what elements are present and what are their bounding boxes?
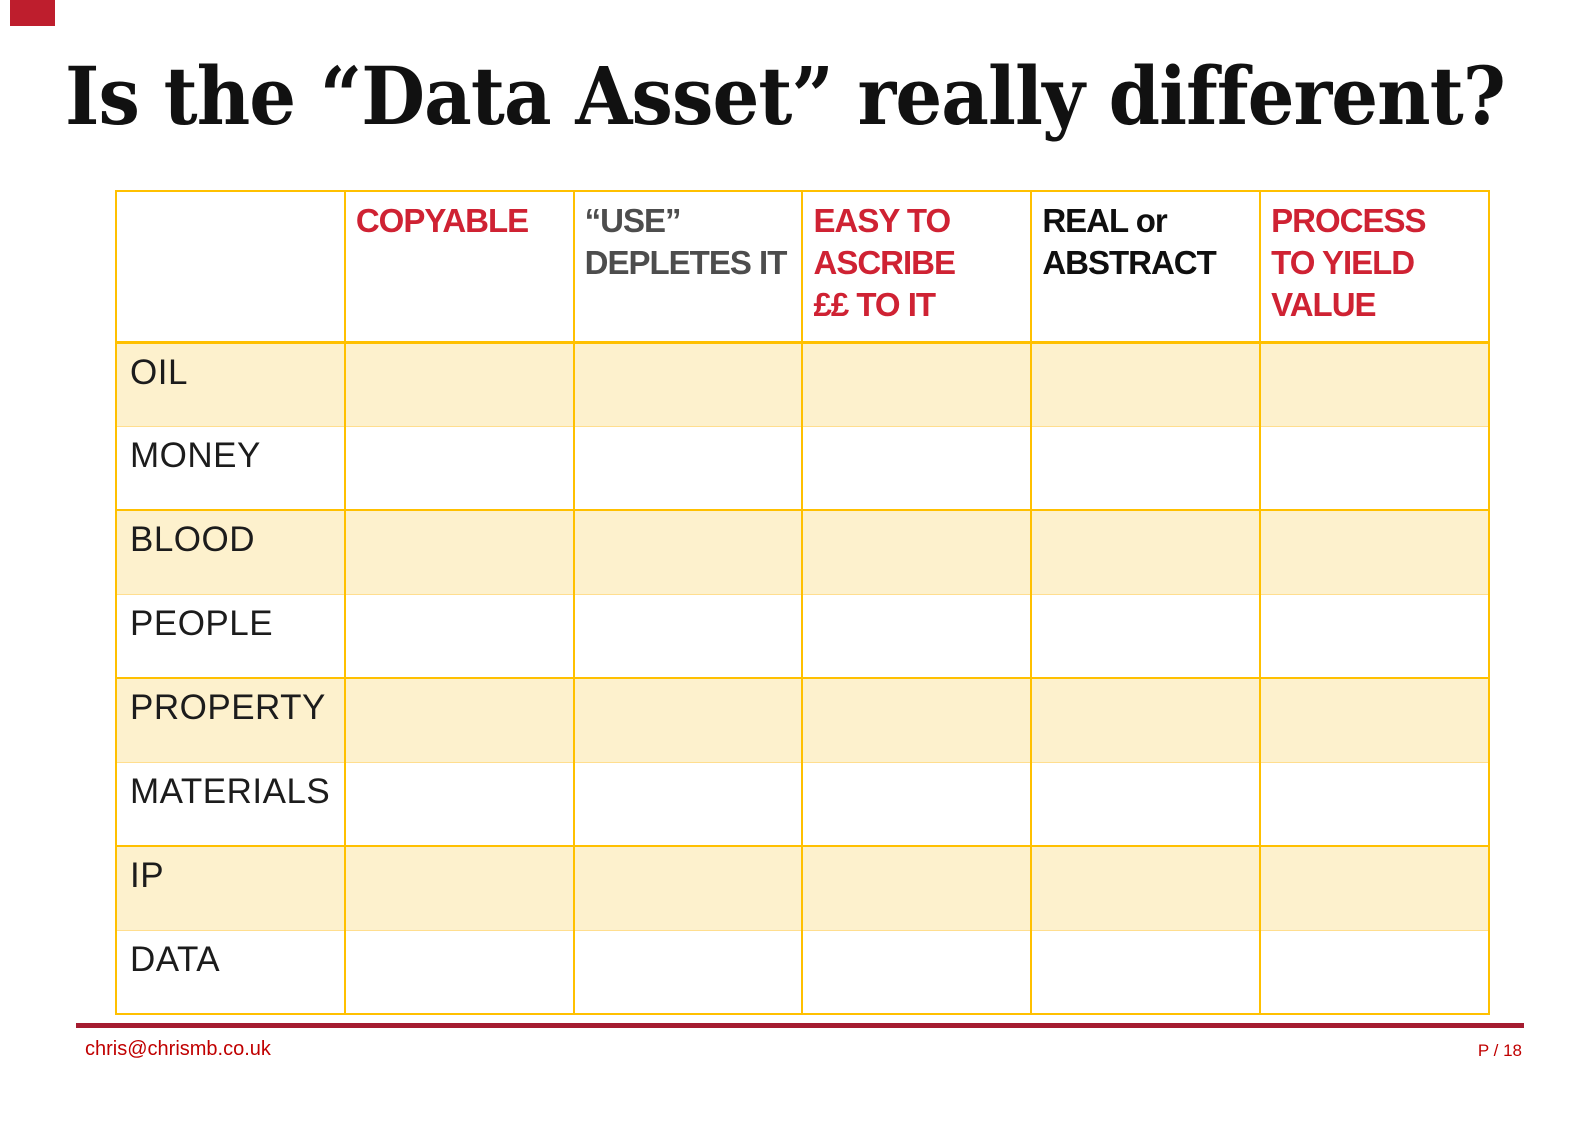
table-cell	[572, 342, 804, 426]
table-cell	[343, 594, 575, 678]
table-row-data: DATA	[115, 930, 1490, 1014]
header-use-depletes-it: “USE” DEPLETES IT	[572, 191, 804, 342]
table-cell	[1259, 510, 1490, 594]
row-label: BLOOD	[115, 510, 346, 594]
table-row-oil: OIL	[115, 342, 1490, 426]
table-cell	[801, 846, 1033, 930]
table-cell	[572, 678, 804, 762]
table-cell	[801, 594, 1033, 678]
table-cell	[572, 846, 804, 930]
table-cell	[801, 426, 1033, 510]
table-cell	[1030, 510, 1262, 594]
table-cell	[1030, 930, 1262, 1014]
table-row-ip: IP	[115, 846, 1490, 930]
table-cell	[343, 930, 575, 1014]
row-label: PEOPLE	[115, 594, 346, 678]
table-row-money: MONEY	[115, 426, 1490, 510]
header-empty	[115, 191, 346, 342]
table-cell	[1259, 930, 1490, 1014]
table-cell	[572, 762, 804, 846]
table-cell	[572, 510, 804, 594]
comparison-table-wrap: COPYABLE “USE” DEPLETES IT EASY TO ASCRIBE…	[115, 190, 1490, 1015]
table-cell	[1259, 846, 1490, 930]
header-process-to-yield-value: PROCESS TO YIELD VALUE	[1259, 191, 1490, 342]
header-copyable: COPYABLE	[343, 191, 575, 342]
table-cell	[343, 342, 575, 426]
table-cell	[1259, 678, 1490, 762]
table-row-property: PROPERTY	[115, 678, 1490, 762]
comparison-table: COPYABLE “USE” DEPLETES IT EASY TO ASCRIBE…	[115, 190, 1490, 1015]
table-cell	[801, 678, 1033, 762]
table-cell	[572, 426, 804, 510]
table-cell	[1259, 342, 1490, 426]
row-label: MATERIALS	[115, 762, 346, 846]
table-cell	[1030, 594, 1262, 678]
table-cell	[1030, 846, 1262, 930]
footer-rule	[76, 1023, 1524, 1028]
table-cell	[343, 678, 575, 762]
footer-email: chris@chrismb.co.uk	[85, 1038, 271, 1060]
table-header-row: COPYABLE “USE” DEPLETES IT EASY TO ASCRIBE…	[115, 191, 1490, 342]
corner-accent	[10, 0, 55, 26]
table-row-blood: BLOOD	[115, 510, 1490, 594]
table-cell	[1259, 594, 1490, 678]
table-row-materials: MATERIALS	[115, 762, 1490, 846]
table-cell	[801, 762, 1033, 846]
table-cell	[801, 510, 1033, 594]
page-title: Is the “Data Asset” really different?	[65, 49, 1506, 143]
table-cell	[343, 762, 575, 846]
table-cell	[1259, 426, 1490, 510]
row-label: PROPERTY	[115, 678, 346, 762]
table-cell	[343, 846, 575, 930]
table-cell	[1030, 342, 1262, 426]
table-cell	[1030, 426, 1262, 510]
header-real-or-abstract: REAL or ABSTRACT	[1030, 191, 1262, 342]
table-cell	[572, 930, 804, 1014]
table-cell	[1030, 762, 1262, 846]
footer-page-number: P / 18	[1477, 1041, 1522, 1060]
row-label: DATA	[115, 930, 346, 1014]
row-label: IP	[115, 846, 346, 930]
table-cell	[1030, 678, 1262, 762]
header-easy-to-ascribe: EASY TO ASCRIBE ££ TO IT	[801, 191, 1033, 342]
row-label: OIL	[115, 342, 346, 426]
table-cell	[1259, 762, 1490, 846]
table-cell	[801, 930, 1033, 1014]
table-row-people: PEOPLE	[115, 594, 1490, 678]
table-cell	[343, 510, 575, 594]
table-cell	[343, 426, 575, 510]
table-cell	[801, 342, 1033, 426]
table-cell	[572, 594, 804, 678]
row-label: MONEY	[115, 426, 346, 510]
